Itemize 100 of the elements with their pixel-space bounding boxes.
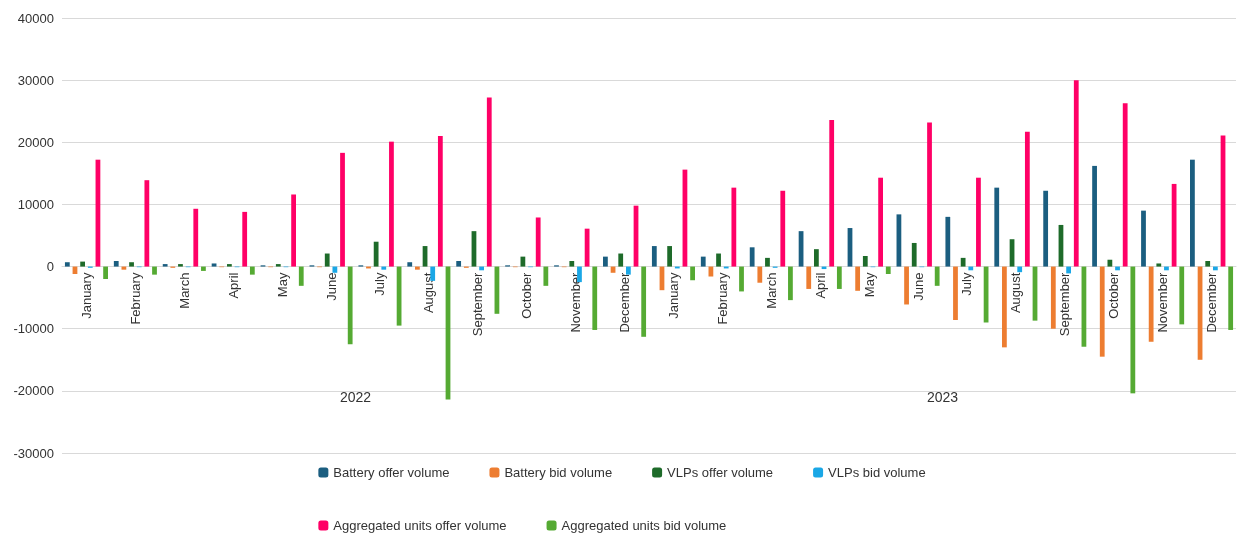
bar [211,263,217,267]
bar [855,266,861,291]
bar [373,241,379,267]
bar [275,264,281,267]
bar [437,136,443,267]
bar [836,266,842,289]
bar [1205,260,1211,267]
y-tick-label: 40000 [17,10,54,26]
bar [193,208,199,267]
x-tick-label: March [176,272,192,309]
x-tick-label: October [1106,271,1122,319]
y-tick-label: -20000 [13,383,54,399]
y-tick-label: 20000 [17,134,54,150]
bar [780,190,786,267]
x-tick-label: February [714,272,730,325]
bar [1122,103,1128,267]
bar [716,253,721,267]
bar [765,257,770,267]
x-tick-label: November [568,271,584,333]
bar [569,260,575,267]
bar [934,266,940,286]
y-tick-label: 0 [46,259,54,275]
bar [592,266,598,330]
x-tick-label: October [519,271,535,319]
bar [486,97,492,267]
bar [1002,266,1007,348]
bar [960,257,966,267]
y-tick-label: 30000 [17,72,54,88]
bar [911,242,917,267]
legend-label: Aggregated units bid volume [561,518,727,533]
bar [1073,80,1079,267]
y-tick-label: 10000 [17,196,54,212]
bar [201,266,206,271]
x-tick-label: May [861,272,877,298]
bar [535,217,541,267]
bar [1024,131,1030,267]
bar [389,141,394,267]
legend-label: VLPs bid volume [828,465,926,480]
annotation: 2022 [339,389,372,405]
bar [381,266,387,270]
bar [739,266,744,292]
x-tick-label: August [1008,272,1024,314]
bar [976,177,981,267]
bar [1179,266,1185,325]
x-tick-label: September [1057,271,1073,337]
bar [226,264,232,267]
bar [144,180,150,267]
bar [1228,266,1234,330]
bar [904,266,909,305]
bar [788,266,793,301]
bar [757,266,763,283]
bar [64,262,70,267]
bar [129,262,134,267]
legend-label: Battery offer volume [333,465,450,480]
bar [162,264,168,267]
bar [667,246,673,267]
bar [298,266,304,286]
bar [641,266,647,337]
bar [456,260,462,267]
bar [1099,266,1105,357]
bar [332,266,338,273]
bar [813,249,819,267]
bar [953,266,958,321]
x-tick-label: December [1204,271,1220,333]
bar [1043,190,1049,267]
bar [1148,266,1154,342]
bar [862,256,868,267]
annotation: 2023 [926,389,959,405]
x-tick-label: April [812,272,828,299]
x-tick-label: July [372,272,388,296]
bar [1017,266,1023,273]
bar [113,260,119,267]
bar [415,266,420,270]
bar [242,211,248,267]
bar [178,264,183,267]
bar [407,262,413,267]
bar [291,194,296,267]
bar [651,246,657,267]
x-tick-label: December [617,271,633,333]
bar [878,177,883,267]
legend-label: VLPs offer volume [667,465,774,480]
x-tick-label: January [78,272,94,319]
bar [885,266,891,275]
bar [806,266,812,289]
bar [618,253,624,267]
x-tick-label: January [665,272,681,319]
x-tick-label: April [225,272,241,299]
bar [945,216,951,267]
bar [1141,210,1146,267]
bar [994,187,1000,267]
bar [690,266,695,281]
bar [625,266,631,275]
bar [249,266,255,275]
bar [347,266,353,345]
legend-label: Aggregated units offer volume [333,518,507,533]
bar [1066,266,1072,274]
legend-label: Battery bid volume [504,465,613,480]
bar [103,266,108,279]
bar [1107,259,1113,267]
y-tick-label: -30000 [13,445,54,461]
